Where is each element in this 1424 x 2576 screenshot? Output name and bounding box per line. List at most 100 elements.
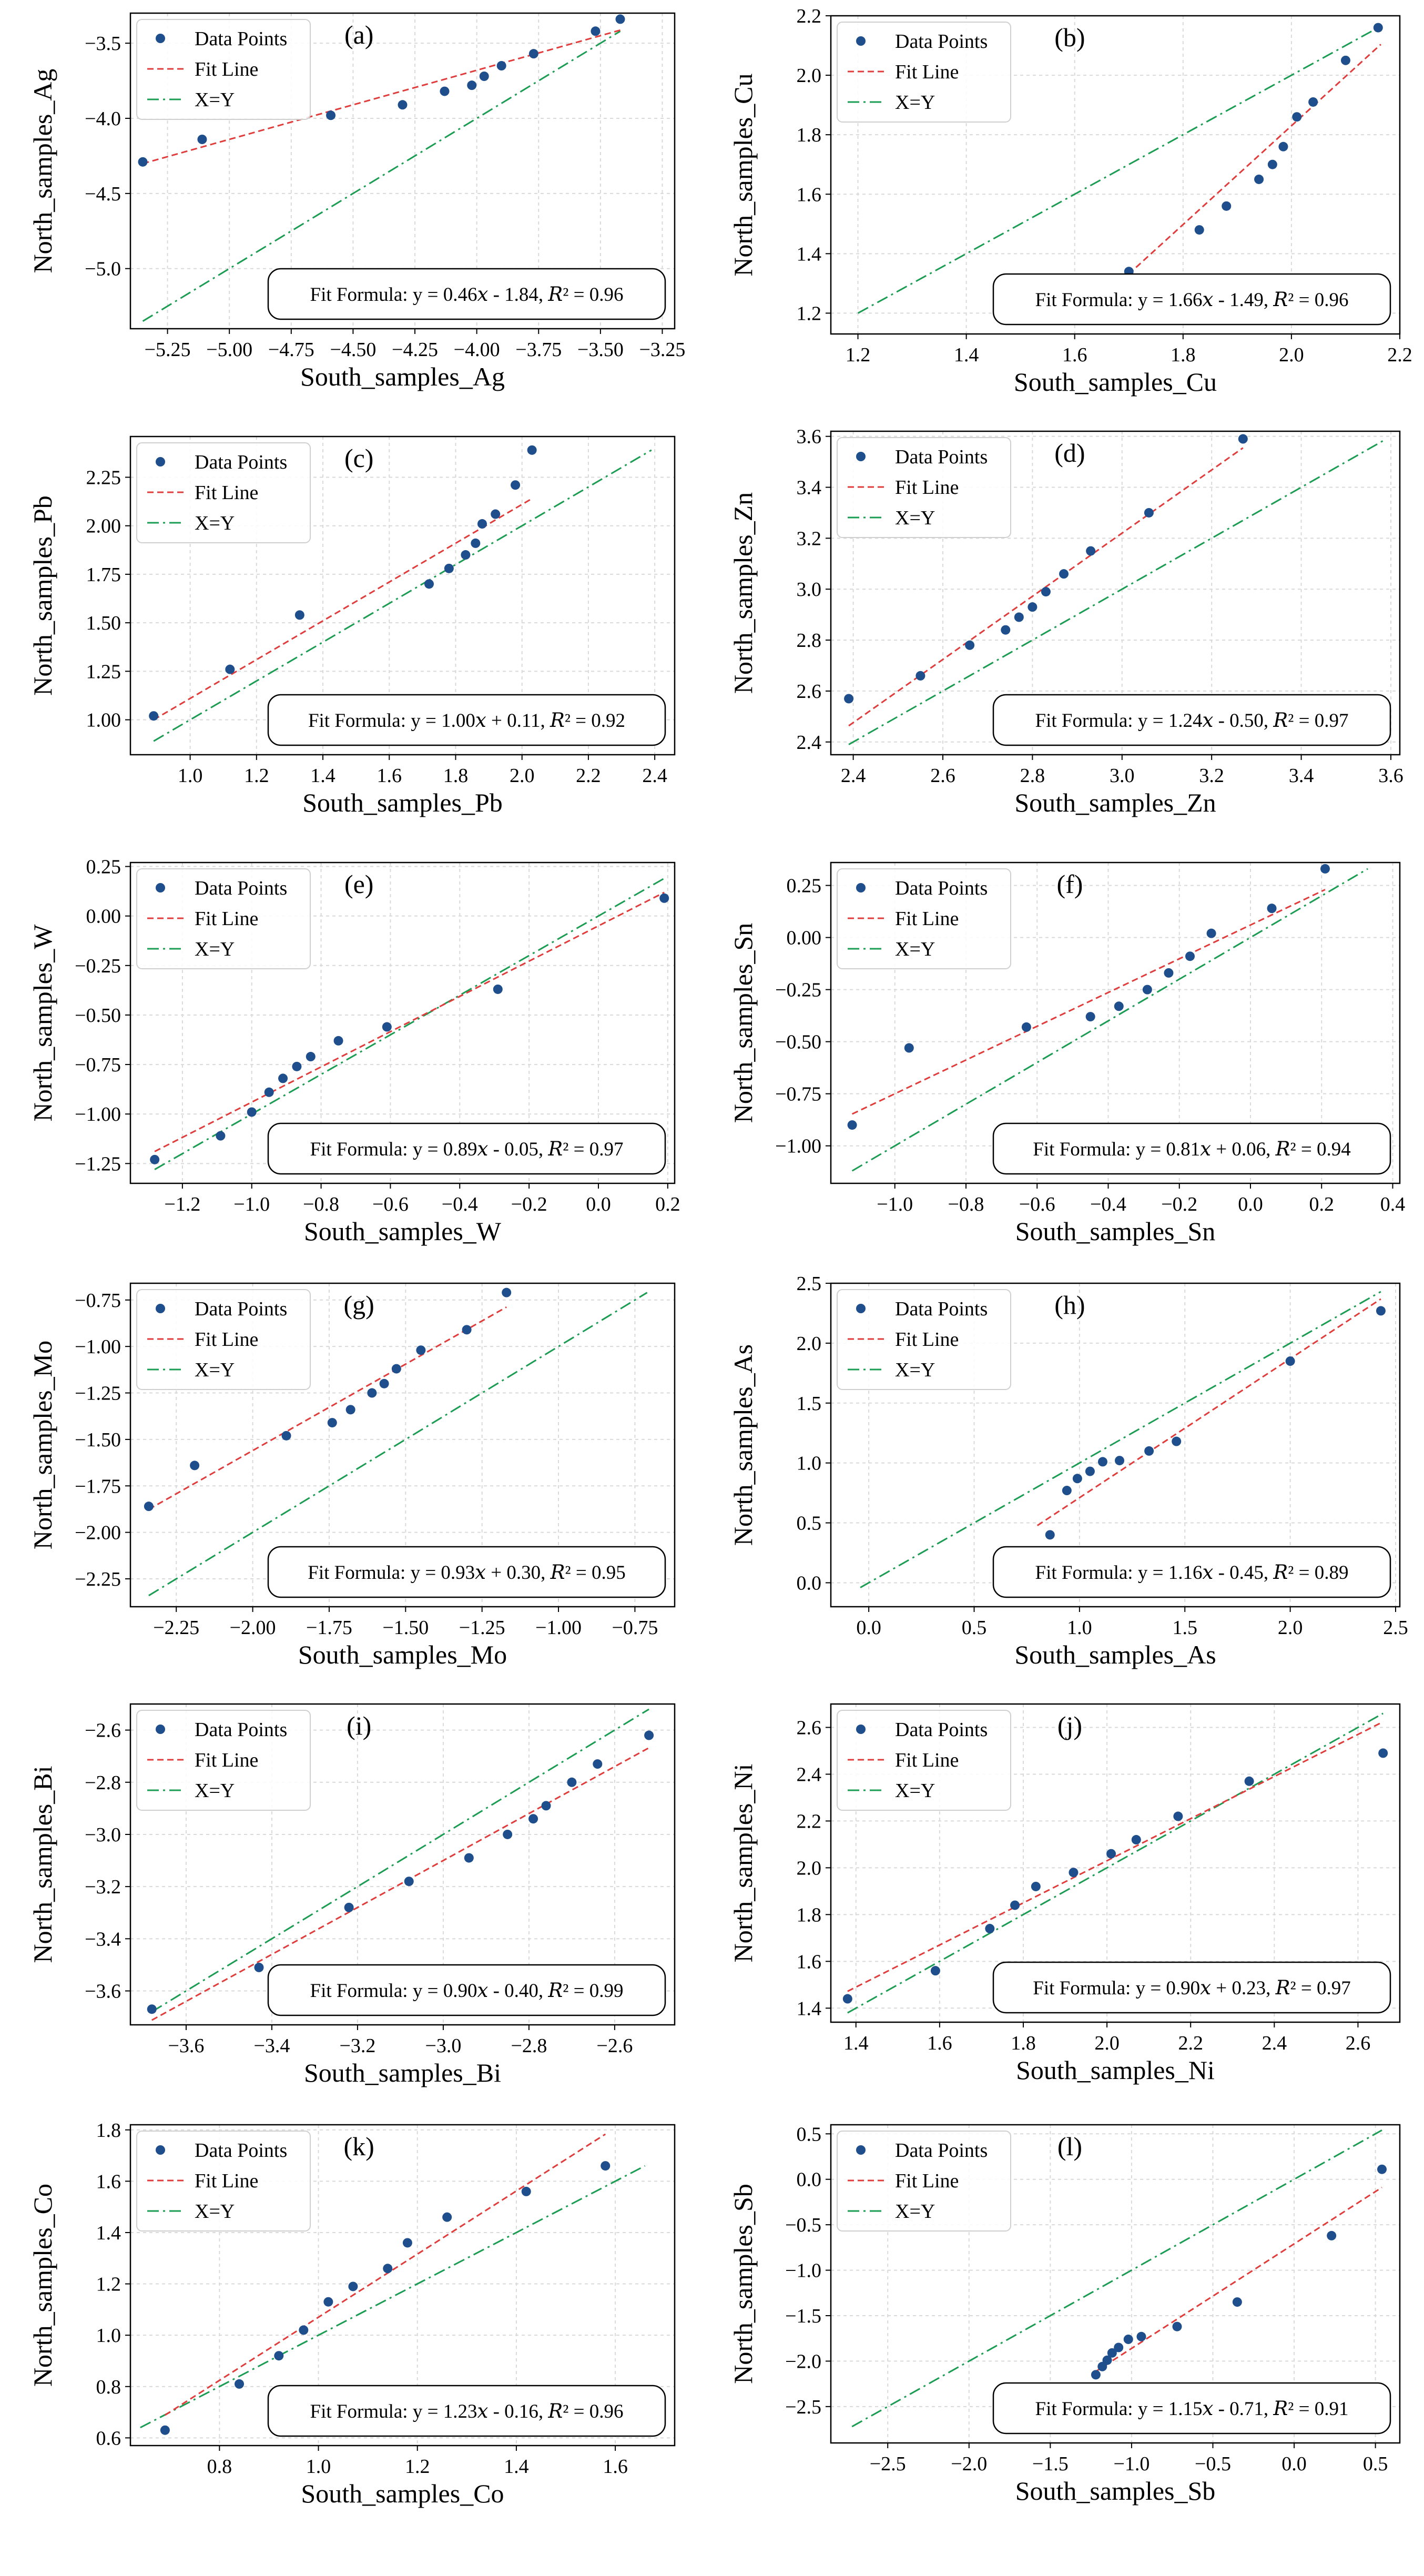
identity-line (140, 2165, 646, 2429)
legend-box (837, 868, 1011, 969)
data-point (1172, 2321, 1182, 2331)
x-tick-label: −0.5 (1195, 2453, 1231, 2475)
legend-box (136, 19, 311, 120)
x-tick-label: 2.4 (1262, 2032, 1287, 2054)
axes-frame (129, 435, 676, 756)
legend-box (837, 437, 1011, 538)
identity-line (151, 1708, 649, 2013)
x-tick-label: 1.2 (846, 344, 871, 366)
x-tick-label: 0.0 (1238, 1193, 1263, 1215)
legend-label-points: Data Points (895, 31, 988, 53)
y-tick-label: 2.0 (797, 1333, 822, 1355)
data-point (591, 26, 601, 36)
data-point (281, 1431, 291, 1441)
panel-label: (j) (1057, 1711, 1082, 1740)
formula-annotation: Fit Formula: y = 1.16𝑥 - 0.45, 𝑅² = 0.89 (992, 1546, 1391, 1598)
data-point (1115, 1456, 1125, 1466)
panel-label: (l) (1057, 2132, 1082, 2161)
legend-box (837, 22, 1011, 123)
data-point (247, 1107, 257, 1117)
formula-box (992, 1961, 1391, 2014)
x-axis-label: South_samples_Sn (1015, 1216, 1216, 1246)
y-tick-label: −2.00 (75, 1522, 121, 1544)
y-tick-label: 0.6 (96, 2427, 121, 2449)
data-point (1194, 225, 1204, 235)
data-point (197, 135, 207, 144)
formula-box (992, 694, 1391, 746)
y-tick-label: −1.25 (75, 1383, 121, 1405)
legend: Data Points Fit Line X=Y (136, 2131, 311, 2232)
x-tick-label: −2.0 (951, 2453, 987, 2475)
x-axis-label: South_samples_Bi (304, 2058, 501, 2087)
x-tick-label: −1.5 (1032, 2453, 1069, 2475)
legend-label-identity: X=Y (195, 89, 235, 111)
x-tick-label: 1.2 (244, 765, 269, 787)
data-point (511, 480, 521, 490)
y-axis-label: North_samples_Cu (728, 73, 758, 276)
chart-panel: 0.0 0.5 1.0 1.5 2.0 2.5 0.0 0.5 1.0 1.5 2.0 2.5 Sout… (728, 1273, 1408, 1669)
identity-line (142, 31, 621, 322)
data-point (235, 2379, 244, 2389)
y-tick-label: 2.2 (797, 5, 822, 27)
data-point (440, 86, 450, 96)
legend-point-marker (856, 2145, 866, 2155)
data-point (144, 1502, 154, 1512)
y-tick-label: 3.2 (797, 528, 822, 550)
y-tick-label: −1.00 (75, 1103, 121, 1125)
y-axis-label: North_samples_Sn (728, 923, 758, 1123)
formula-text: Fit Formula: y = 1.24𝑥 - 0.50, 𝑅² = 0.97 (1035, 710, 1349, 732)
y-tick-label: −0.75 (75, 1290, 121, 1312)
y-tick-label: 1.8 (797, 1904, 822, 1926)
x-axis-label: South_samples_Cu (1014, 367, 1217, 397)
y-axis-label: North_samples_Co (28, 2184, 57, 2387)
x-axis-label: South_samples_As (1014, 1640, 1216, 1669)
y-axis-label: North_samples_Bi (28, 1766, 57, 1963)
legend-label-points: Data Points (195, 2139, 287, 2162)
x-tick-label: −0.6 (372, 1193, 409, 1215)
x-tick-label: 1.2 (405, 2456, 430, 2478)
data-point (1106, 1849, 1116, 1859)
legend-point-marker (156, 1304, 165, 1313)
data-point (462, 1325, 472, 1335)
axes-frame (830, 430, 1401, 756)
y-tick-label: 1.0 (96, 2325, 121, 2347)
panel-label: (a) (344, 20, 374, 49)
data-point (528, 1814, 538, 1824)
y-tick-label: −1.5 (785, 2305, 821, 2327)
axes-frame (129, 1282, 676, 1608)
axes-frame (830, 1282, 1401, 1608)
legend-box (837, 1710, 1011, 1811)
x-tick-label: 2.4 (642, 765, 667, 787)
x-tick-label: 1.4 (310, 765, 335, 787)
x-tick-label: 2.5 (1383, 1617, 1408, 1639)
y-tick-label: 2.0 (797, 1857, 822, 1879)
data-point (264, 1087, 274, 1097)
legend-point-marker (856, 36, 866, 46)
data-point (904, 1043, 914, 1053)
data-point (424, 579, 434, 589)
data-point (1028, 602, 1038, 612)
y-tick-label: −2.5 (785, 2396, 821, 2418)
identity-line (148, 1292, 648, 1597)
fit-line (1036, 1298, 1381, 1526)
axes-frame (830, 15, 1401, 335)
y-tick-label: 1.2 (96, 2274, 121, 2296)
x-tick-label: 2.8 (1020, 765, 1045, 787)
formula-text: Fit Formula: y = 1.23𝑥 - 0.16, 𝑅² = 0.96 (310, 2401, 624, 2422)
data-point (1045, 1530, 1055, 1540)
fit-line (151, 1747, 649, 2021)
y-tick-label: 1.25 (86, 661, 121, 683)
data-point (1267, 904, 1277, 914)
formula-box (992, 273, 1391, 326)
y-tick-label: 0.00 (86, 906, 121, 928)
chart-panel: 1.0 1.2 1.4 1.6 1.8 2.0 2.2 2.4 1.00 1.25 1.50 1.75… (28, 435, 676, 817)
y-tick-label: 0.0 (797, 1572, 822, 1594)
data-point (1254, 174, 1264, 184)
data-point (345, 1405, 355, 1415)
axes-frame (830, 861, 1401, 1184)
legend: Data Points Fit Line X=Y (136, 442, 311, 543)
formula-annotation: Fit Formula: y = 0.89𝑥 - 0.05, 𝑅² = 0.97 (267, 1122, 666, 1175)
x-tick-label: −1.0 (1113, 2453, 1150, 2475)
data-point (601, 2161, 611, 2171)
